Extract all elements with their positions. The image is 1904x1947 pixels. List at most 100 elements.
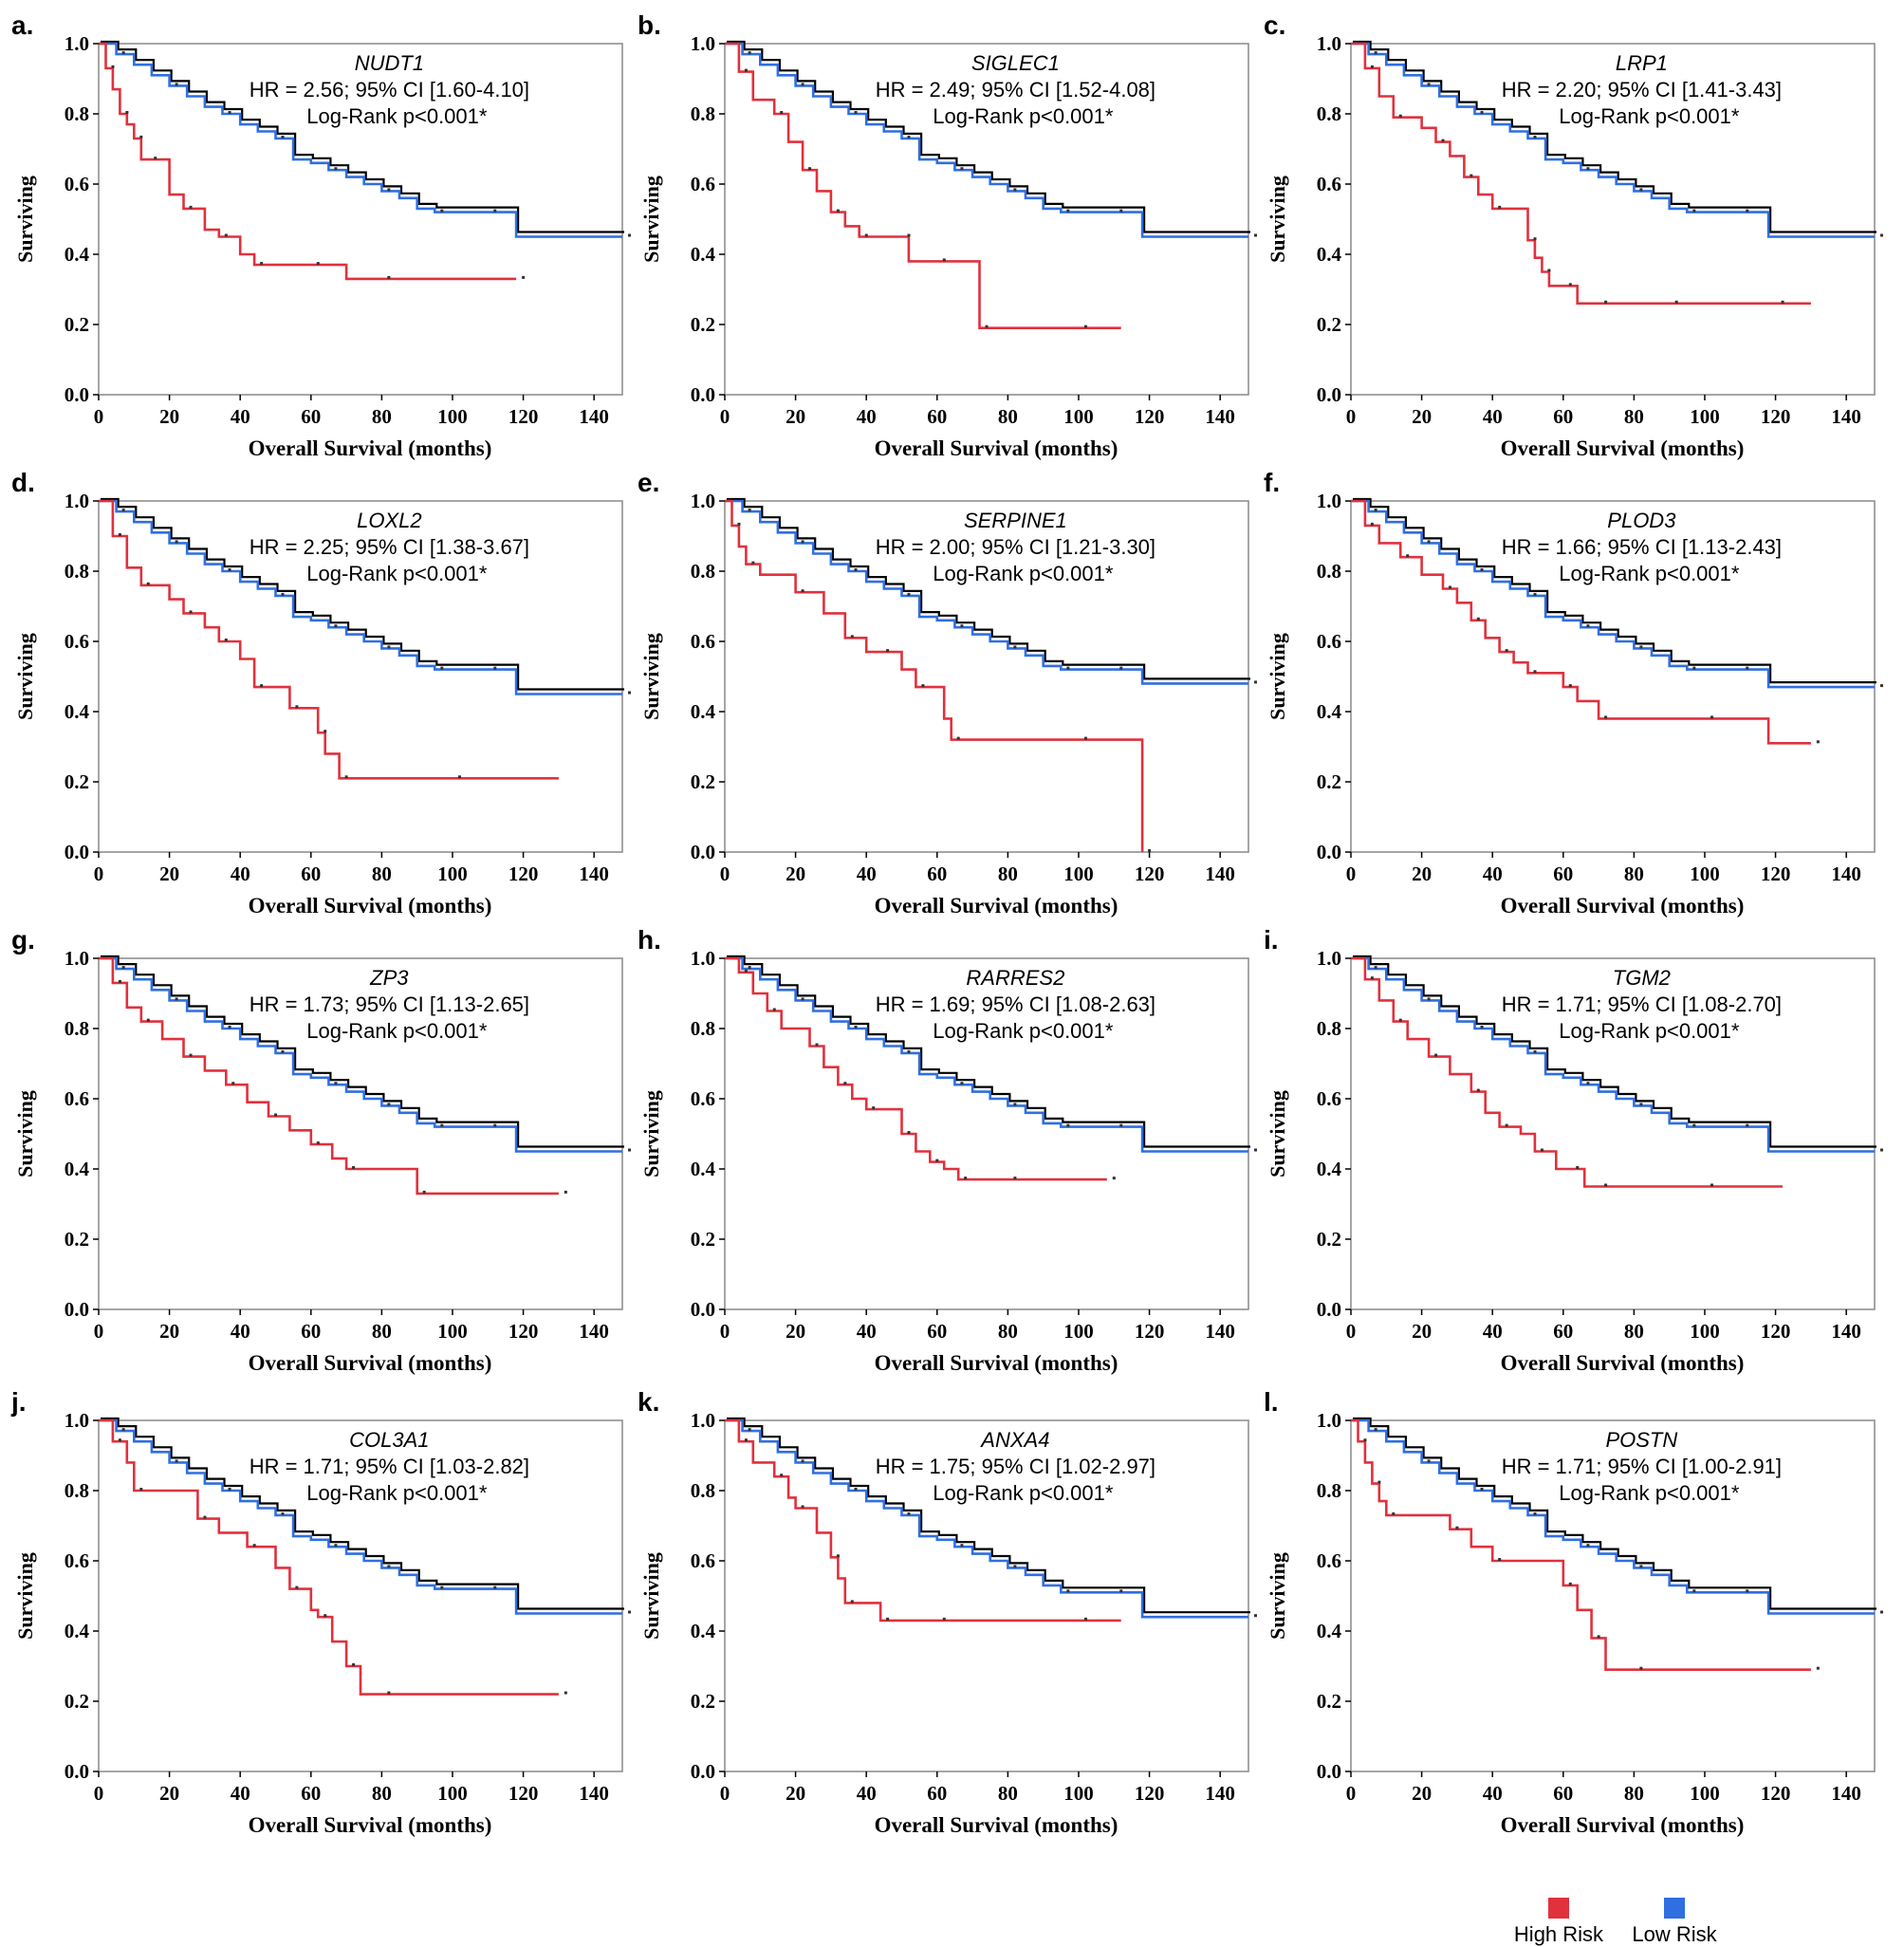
low-risk-shadow-line [1353,40,1876,233]
y-tick-label: 0.8 [691,560,715,583]
censor-mark [1374,1428,1377,1432]
x-tick-label: 80 [1624,405,1644,428]
censor-mark [1427,1459,1431,1463]
hazard-ratio-text: HR = 2.25; 95% CI [1.38-3.67] [250,535,529,559]
x-tick-label: 60 [301,1782,321,1805]
x-tick-label: 60 [927,1782,947,1805]
y-axis-label: Surviving [1266,176,1289,263]
panel-label: k. [638,1387,659,1417]
y-tick-label: 0.2 [1317,770,1341,793]
censor-mark [387,188,391,192]
censor-mark [457,775,461,779]
censor-mark [1568,283,1572,287]
censor-mark [1254,680,1257,684]
hazard-ratio-text: HR = 1.71; 95% CI [1.08-2.70] [1502,992,1782,1016]
high-risk-curve [99,499,559,780]
y-axis-label: Surviving [1266,1090,1289,1177]
censor-mark [854,568,858,571]
x-tick-label: 40 [231,1782,250,1805]
x-tick-label: 40 [857,862,877,885]
censor-mark [1639,188,1643,192]
y-tick-label: 0.6 [691,173,715,195]
x-tick-label: 140 [579,862,609,885]
y-tick-label: 0.8 [1317,1017,1341,1040]
censor-mark [1434,1053,1438,1057]
x-tick-label: 140 [1831,1782,1861,1805]
censor-mark [1533,670,1537,674]
censor-mark [1370,65,1374,68]
censor-mark [1692,666,1696,670]
censor-mark [1586,167,1590,171]
censor-mark [1066,666,1070,670]
censor-mark [1505,649,1508,653]
censor-mark [801,540,804,544]
censor-mark [942,1617,946,1621]
x-tick-label: 100 [437,862,468,885]
censor-mark [628,233,631,237]
censor-mark [323,1614,327,1618]
y-tick-label: 1.0 [691,947,715,970]
censor-mark [1374,509,1377,512]
censor-mark [801,1459,804,1463]
low-risk-shadow-line [1353,1417,1876,1610]
censor-mark [836,1554,840,1558]
censor-mark [836,209,840,213]
censor-mark [1568,1582,1572,1585]
low-risk-shadow-line [727,1417,1250,1614]
x-tick-label: 120 [1135,1320,1165,1343]
censor-mark [1083,1617,1087,1621]
plot-frame [1350,43,1876,396]
y-tick-label: 0.4 [691,700,716,723]
censor-mark [440,209,444,213]
censor-mark [175,540,178,544]
censor-mark [189,205,193,209]
y-tick-label: 0.6 [65,1549,89,1572]
x-tick-label: 0 [94,405,104,428]
x-tick-label: 140 [579,1782,609,1805]
censor-mark [228,1026,231,1029]
censor-mark [907,1511,911,1515]
x-tick-label: 80 [372,862,392,885]
y-tick-label: 0.0 [1317,1760,1341,1783]
low-risk-shadow-line [101,955,624,1148]
y-tick-label: 0.6 [1317,1549,1341,1572]
p-value-text: Log-Rank p<0.001* [1559,104,1740,128]
censor-mark [125,111,129,114]
censor-mark [228,568,231,571]
censor-mark [886,1617,890,1621]
y-tick-label: 0.2 [691,1228,715,1251]
censor-mark [1604,300,1608,304]
legend-high-risk-swatch [1548,1898,1569,1919]
x-tick-label: 0 [720,1782,730,1805]
x-tick-label: 20 [159,405,179,428]
high-risk-curve [99,956,559,1196]
legend-high-risk-label: High Risk [1514,1922,1604,1946]
high-risk-curve [1351,42,1811,306]
censor-mark [854,1488,858,1491]
censor-mark [744,68,748,72]
x-tick-label: 140 [1831,405,1861,428]
censor-mark [1533,135,1537,139]
x-axis-label: Overall Survival (months) [1501,1813,1745,1837]
censor-mark [1480,568,1484,571]
censor-mark [1392,1511,1396,1515]
y-tick-label: 0.2 [65,313,89,336]
censor-mark [260,684,264,688]
censor-mark [1639,645,1643,649]
censor-mark [352,1166,356,1169]
x-tick-label: 20 [786,1320,805,1343]
x-tick-label: 60 [1553,1320,1573,1343]
y-tick-label: 0.6 [65,1087,89,1110]
y-tick-label: 1.0 [691,490,715,512]
x-tick-label: 60 [927,862,947,885]
censor-mark [387,275,391,279]
low-risk-shadow-line [101,497,624,691]
p-value-text: Log-Rank p<0.001* [306,1481,488,1505]
gene-name: TGM2 [1613,966,1671,990]
censor-mark [146,582,150,585]
censor-mark [440,1123,444,1127]
y-tick-label: 0.0 [65,383,89,406]
censor-mark [1370,976,1374,980]
censor-mark [316,262,320,266]
legend-low-risk-label: Low Risk [1632,1922,1717,1946]
